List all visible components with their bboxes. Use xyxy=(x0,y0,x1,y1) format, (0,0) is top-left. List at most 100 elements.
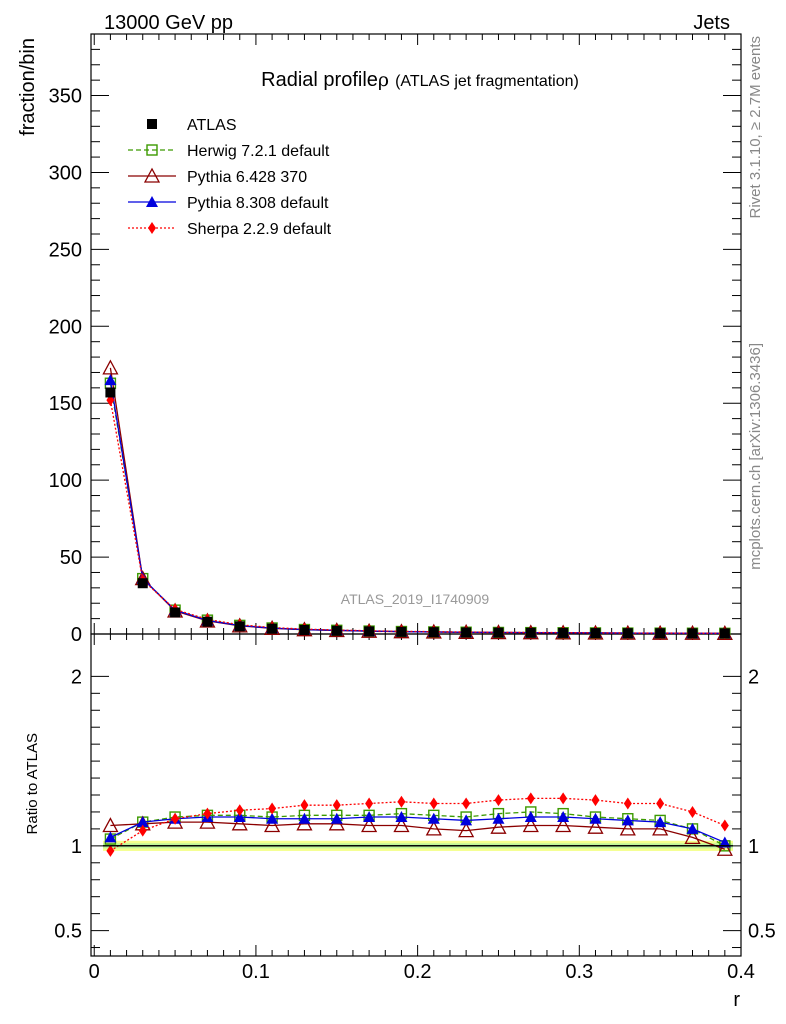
data-point-main xyxy=(687,628,698,639)
data-point-ratio xyxy=(522,817,539,833)
data-point-ratio xyxy=(330,812,343,824)
data-point-main xyxy=(396,626,407,637)
data-point-ratio xyxy=(106,844,115,857)
data-point-ratio xyxy=(429,797,438,810)
ratio-axis-label: Ratio to ATLAS xyxy=(24,733,41,834)
data-point-ratio xyxy=(654,816,667,828)
y-axis-label: fraction/bin xyxy=(17,38,39,136)
y-tick-label: 200 xyxy=(49,316,82,338)
data-point-main xyxy=(105,387,116,398)
data-point-ratio xyxy=(621,814,634,826)
legend-entry-herwig-7-2-1-default: Herwig 7.2.1 default xyxy=(128,143,330,160)
data-point-ratio xyxy=(490,818,507,834)
data-point-ratio xyxy=(395,811,408,823)
data-point-ratio xyxy=(720,819,729,832)
y-tick-label: 100 xyxy=(49,470,82,492)
analysis-watermark: ATLAS_2019_I1740909 xyxy=(341,591,490,607)
x-tick-label: 0.3 xyxy=(565,961,593,983)
chart-title: Radial profileρ (ATLAS jet fragmentation) xyxy=(261,69,579,91)
chart-title-sub: (ATLAS jet fragmentation) xyxy=(395,73,579,90)
data-point-main xyxy=(590,628,601,639)
data-point-ratio xyxy=(589,812,602,824)
x-tick-label: 0 xyxy=(89,961,100,983)
data-point-ratio xyxy=(298,812,311,824)
data-point-ratio xyxy=(555,817,572,833)
y-tick-label: 350 xyxy=(49,86,82,108)
data-point-ratio xyxy=(492,812,505,824)
series-line-main xyxy=(109,400,725,634)
y-tick-label: 150 xyxy=(49,393,82,415)
chart-title-symbol: ρ xyxy=(378,69,389,91)
data-point-ratio xyxy=(203,807,212,820)
data-point-main xyxy=(622,628,633,639)
data-point-ratio xyxy=(688,805,697,818)
ratio-tick-label-right: 2 xyxy=(748,666,759,688)
data-point-main xyxy=(299,625,310,635)
data-point-ratio xyxy=(332,799,341,812)
data-point-ratio xyxy=(300,799,309,812)
legend-label: Herwig 7.2.1 default xyxy=(187,143,330,160)
y-tick-label: 300 xyxy=(49,162,82,184)
data-point-ratio xyxy=(524,811,537,823)
legend-marker xyxy=(148,222,156,234)
data-point-ratio xyxy=(684,828,701,845)
data-point-main xyxy=(331,625,342,636)
data-point-ratio xyxy=(656,797,665,810)
data-point-ratio xyxy=(363,811,376,823)
data-point-ratio xyxy=(591,794,600,807)
data-point-ratio xyxy=(462,797,471,810)
data-point-ratio xyxy=(460,814,473,826)
chart-title-main: Radial profile xyxy=(261,69,378,91)
series-pythia-8-308-default xyxy=(104,374,731,848)
series-line-ratio xyxy=(110,816,726,844)
data-point-ratio xyxy=(233,811,246,823)
legend-entry-pythia-6-428-370: Pythia 6.428 370 xyxy=(128,167,307,186)
data-point-main xyxy=(104,374,117,386)
legend-entry-pythia-8-308-default: Pythia 8.308 default xyxy=(128,195,329,212)
legend-marker xyxy=(146,144,158,156)
legend-marker xyxy=(146,196,158,207)
data-point-ratio xyxy=(559,792,568,805)
legend-entry-atlas: ATLAS xyxy=(147,117,237,134)
data-point-ratio xyxy=(526,792,535,805)
mcplots-source-label: mcplots.cern.ch [arXiv:1306.3436] xyxy=(747,343,764,570)
y-tick-label: 250 xyxy=(49,239,82,261)
data-point-ratio xyxy=(235,804,244,817)
ratio-tick-label-left: 1 xyxy=(71,836,82,858)
data-point-main xyxy=(461,627,472,638)
data-point-ratio xyxy=(427,812,440,824)
data-point-ratio xyxy=(587,818,604,834)
legend-marker xyxy=(147,119,157,129)
series-line-ratio xyxy=(110,797,726,852)
data-point-main xyxy=(234,621,245,632)
data-point-ratio xyxy=(716,840,733,856)
series-pythia-6-428-370 xyxy=(102,359,733,856)
data-point-main xyxy=(102,359,119,375)
data-point-main xyxy=(137,578,148,589)
category-label: Jets xyxy=(693,12,730,34)
data-point-main xyxy=(719,628,730,639)
data-point-ratio xyxy=(136,816,149,828)
legend: ATLAS Herwig 7.2.1 default Pythia 6.428 37… xyxy=(128,117,332,238)
data-point-ratio xyxy=(494,794,503,807)
legend-marker xyxy=(143,167,161,183)
data-point-ratio xyxy=(425,820,442,836)
data-point-ratio xyxy=(686,822,699,834)
data-point-ratio xyxy=(361,817,378,833)
data-point-main xyxy=(428,627,439,638)
legend-label: Pythia 8.308 default xyxy=(187,195,329,212)
data-point-ratio xyxy=(231,815,248,831)
y-tick-label: 0 xyxy=(71,624,82,646)
legend-label: Pythia 6.428 370 xyxy=(187,169,307,186)
series-herwig-7-2-1-default xyxy=(104,377,731,852)
data-point-main xyxy=(170,607,181,618)
data-point-ratio xyxy=(266,812,279,824)
data-point-ratio xyxy=(264,817,281,833)
x-tick-label: 0.1 xyxy=(242,961,270,983)
data-point-ratio xyxy=(104,831,117,843)
data-point-main xyxy=(558,627,569,638)
data-point-ratio xyxy=(619,820,636,836)
data-point-ratio xyxy=(171,812,180,825)
data-point-main xyxy=(493,627,504,638)
